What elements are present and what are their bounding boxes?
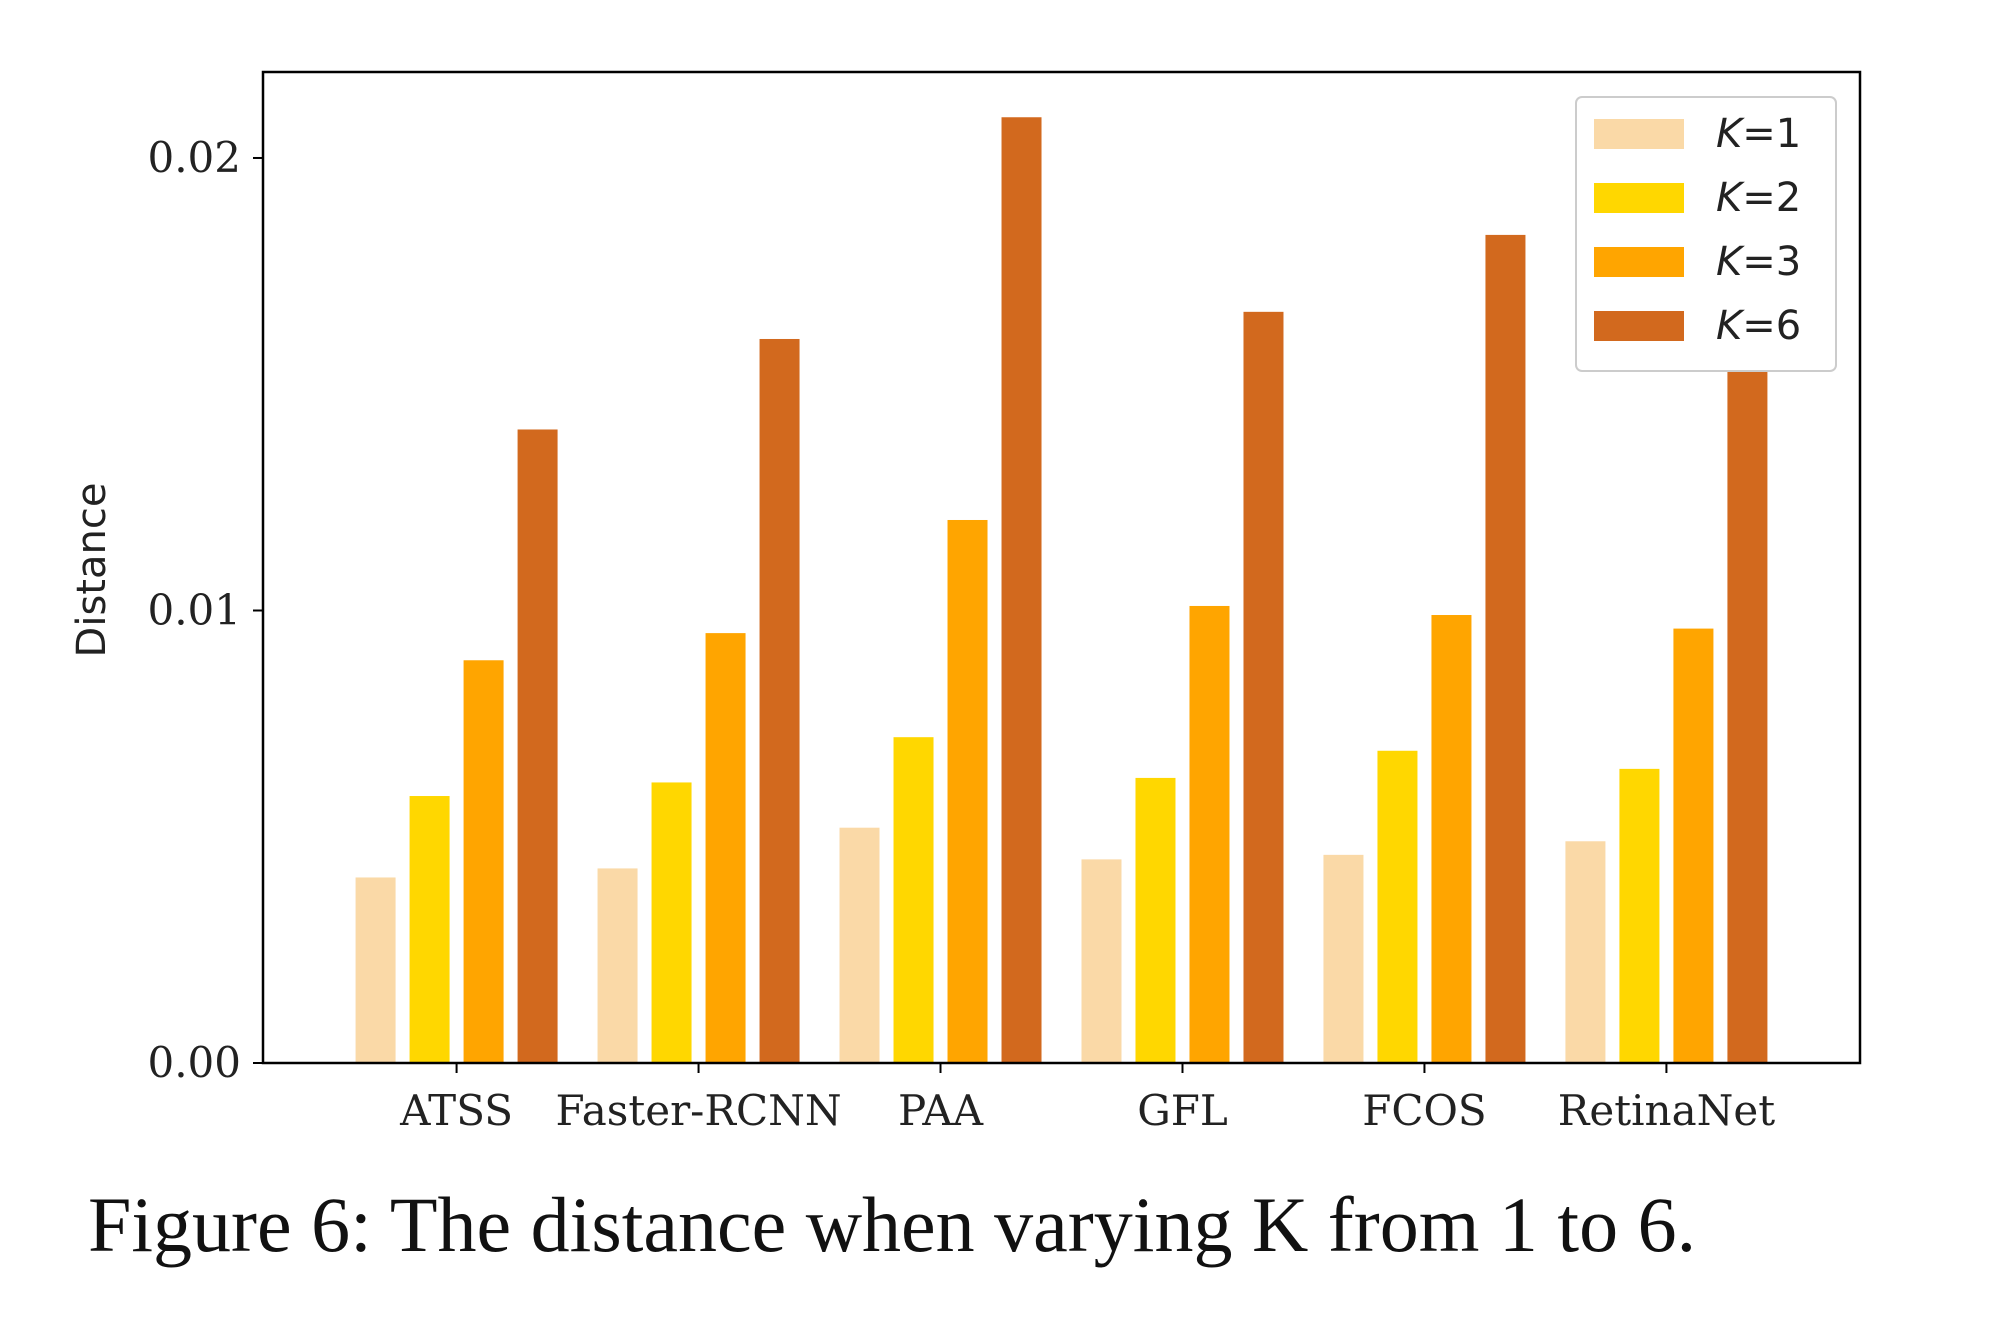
bar-gfl-k3 bbox=[1189, 605, 1230, 1063]
bar-atss-k2 bbox=[409, 796, 450, 1063]
figure-caption: Figure 6: The distance when varying K fr… bbox=[88, 1181, 1697, 1268]
x-tick-label: PAA bbox=[898, 1086, 984, 1135]
bar-faster-rcnn-k1 bbox=[597, 868, 638, 1063]
legend-label: K=1 bbox=[1716, 111, 1801, 157]
bar-fcos-k3 bbox=[1431, 615, 1472, 1063]
axes-layer: ATSS Faster-RCNN PAA GFL FCOS RetinaNet 0.00 0.… bbox=[147, 70, 1862, 1135]
bar-fcos-k2 bbox=[1377, 750, 1418, 1063]
x-tick-label: GFL bbox=[1137, 1086, 1228, 1135]
legend-swatch bbox=[1594, 247, 1684, 277]
bar-gfl-k1 bbox=[1081, 859, 1122, 1063]
bar-paa-k2 bbox=[893, 737, 934, 1063]
y-tick-label: 0.02 bbox=[147, 133, 241, 182]
legend-box bbox=[1575, 96, 1837, 372]
bar-retinanet-k3 bbox=[1673, 628, 1714, 1063]
legend-label: K=2 bbox=[1716, 175, 1801, 221]
legend-swatch bbox=[1594, 311, 1684, 341]
legend-label: K=3 bbox=[1716, 239, 1801, 285]
legend-swatch bbox=[1594, 119, 1684, 149]
bar-fcos-k6 bbox=[1485, 234, 1526, 1063]
legend-swatch bbox=[1594, 183, 1684, 213]
y-axis-label: Distance bbox=[69, 483, 115, 658]
bar-atss-k6 bbox=[517, 429, 558, 1063]
bar-paa-k1 bbox=[839, 827, 880, 1063]
bar-faster-rcnn-k3 bbox=[705, 633, 746, 1063]
bar-atss-k1 bbox=[355, 877, 396, 1063]
plot-frame bbox=[261, 70, 1862, 1065]
bars-layer bbox=[355, 117, 1768, 1064]
bar-retinanet-k2 bbox=[1619, 768, 1660, 1063]
legend: K=1 K=2 K=3 K=6 bbox=[1575, 96, 1837, 372]
bar-fcos-k1 bbox=[1323, 854, 1364, 1063]
bar-gfl-k2 bbox=[1135, 777, 1176, 1063]
x-tick-label: ATSS bbox=[399, 1086, 513, 1135]
bar-retinanet-k1 bbox=[1565, 841, 1606, 1063]
bar-atss-k3 bbox=[463, 660, 504, 1063]
bar-retinanet-k6 bbox=[1727, 370, 1768, 1063]
bar-faster-rcnn-k2 bbox=[651, 782, 692, 1063]
bar-faster-rcnn-k6 bbox=[759, 338, 800, 1064]
bar-gfl-k6 bbox=[1243, 311, 1284, 1063]
bar-paa-k6 bbox=[1001, 117, 1042, 1063]
y-tick-label: 0.01 bbox=[147, 585, 241, 634]
x-tick-label: RetinaNet bbox=[1558, 1086, 1775, 1135]
x-tick-label: FCOS bbox=[1362, 1086, 1486, 1135]
y-tick-label: 0.00 bbox=[147, 1038, 241, 1087]
x-tick-label: Faster-RCNN bbox=[555, 1086, 841, 1135]
bar-paa-k3 bbox=[947, 519, 988, 1063]
bar-chart: ATSS Faster-RCNN PAA GFL FCOS RetinaNet 0.00 0.… bbox=[69, 70, 1862, 1135]
legend-label: K=6 bbox=[1716, 303, 1801, 349]
